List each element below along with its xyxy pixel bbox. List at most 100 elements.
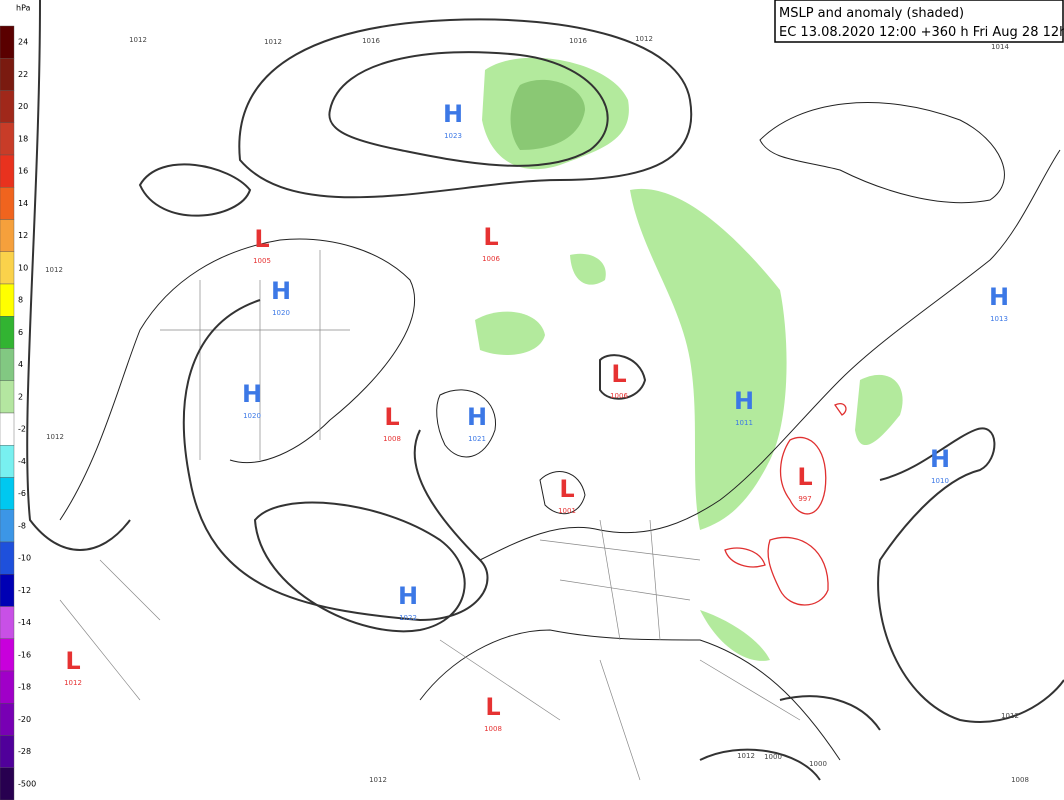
colorbar-cell — [0, 477, 15, 510]
colorbar-cell — [0, 122, 15, 156]
isobar — [182, 299, 489, 622]
isobar-label: 1016 — [362, 37, 380, 45]
colorbar-label: -500 — [18, 779, 36, 788]
center-letter: H — [989, 283, 1009, 311]
isobar-label: 1000 — [764, 753, 782, 761]
anomaly-area — [510, 79, 585, 150]
colorbar-label: -2 — [18, 425, 26, 434]
center-value: 1021 — [468, 435, 486, 443]
coastline — [419, 629, 841, 761]
coastline — [479, 149, 1061, 561]
colorbar-cell — [0, 58, 15, 91]
isobar-label: 1012 — [46, 433, 64, 441]
colorbar-cell — [0, 251, 15, 285]
colorbar-label: -28 — [18, 747, 31, 756]
anomaly-area — [700, 610, 770, 661]
isobar-label: 1012 — [369, 776, 387, 784]
colorbar-label: -8 — [18, 521, 26, 530]
isobar-label: 1012 — [264, 38, 282, 46]
center-value: 1008 — [484, 725, 502, 733]
isobar — [26, 0, 131, 551]
colorbar-label: -18 — [18, 683, 31, 692]
center-letter: H — [734, 387, 754, 415]
anomaly-contours — [724, 403, 847, 606]
coastlines — [59, 102, 1061, 781]
negative-anomaly — [779, 436, 827, 515]
colorbar-cell — [0, 348, 15, 381]
colorbar-label: -20 — [18, 715, 31, 724]
isobar-label: 1000 — [809, 760, 827, 768]
center-letter: L — [384, 403, 399, 431]
colorbar-cell — [0, 154, 15, 188]
center-letter: L — [797, 463, 812, 491]
colorbar-label: -14 — [18, 618, 31, 627]
coastline — [59, 238, 415, 521]
isobar-label: 1012 — [129, 36, 147, 44]
colorbar-cell — [0, 509, 15, 543]
center-value: 1010 — [931, 477, 949, 485]
anomaly-area — [570, 253, 606, 285]
pressure-centers: H 1023 L 1005 H 1020 H 1020 L 1006 L 1008 H 1021 L 1006… — [64, 100, 1009, 733]
center-letter: L — [483, 223, 498, 251]
colorbar-label: 16 — [18, 167, 28, 176]
colorbar-cell — [0, 25, 15, 59]
colorbar-label: 24 — [18, 38, 28, 47]
center-value: 1005 — [253, 257, 271, 265]
center-letter: L — [254, 225, 269, 253]
colorbar-label: 2 — [18, 392, 23, 401]
center-letter: L — [65, 647, 80, 675]
center-letter: H — [242, 380, 262, 408]
colorbar-cell — [0, 541, 15, 575]
center-letter: H — [271, 277, 291, 305]
colorbar-label: -12 — [18, 586, 31, 595]
shading — [475, 57, 903, 661]
colorbar-label: 12 — [18, 231, 28, 240]
isobars — [26, 0, 1064, 781]
center-value: 1012 — [64, 679, 82, 687]
colorbar-cell — [0, 283, 15, 317]
isobar — [253, 501, 466, 633]
isobar-label: 1016 — [569, 37, 587, 45]
anomaly-area — [630, 188, 787, 531]
center-value: 1001 — [558, 507, 576, 515]
center-value: 1011 — [735, 419, 753, 427]
isobar — [877, 427, 1064, 723]
labels: 1012 1012 1016 1016 1012 1014 1012 1012 1012 1012… — [45, 35, 1029, 784]
anomaly-area — [475, 311, 545, 355]
colorbar-cell — [0, 90, 15, 123]
borders — [59, 250, 801, 781]
colorbar-label: 10 — [18, 263, 28, 272]
coastline — [436, 389, 497, 458]
isobar-label: 1014 — [991, 43, 1009, 51]
header-title: MSLP and anomaly (shaded) — [779, 6, 964, 21]
colorbar-cell — [0, 574, 15, 607]
colorbar-cell — [0, 767, 15, 800]
colorbar-cell — [0, 638, 15, 672]
negative-anomaly — [834, 403, 847, 416]
center-letter: H — [443, 100, 463, 128]
coastline — [539, 471, 586, 515]
colorbar-label: 6 — [18, 328, 23, 337]
isobar-label: 1012 — [635, 35, 653, 43]
colorbar-cell — [0, 412, 15, 446]
center-value: 1006 — [482, 255, 500, 263]
negative-anomaly — [724, 547, 766, 568]
isobar — [328, 51, 609, 167]
colorbar-unit: hPa — [16, 4, 31, 13]
center-value: 1008 — [383, 435, 401, 443]
isobar-label: 1012 — [45, 266, 63, 274]
colorbar-cell — [0, 380, 15, 414]
colorbar-label: 20 — [18, 102, 28, 111]
isobar-label: 1012 — [737, 752, 755, 760]
coastline — [759, 102, 1005, 204]
colorbar-cell — [0, 703, 15, 736]
center-value: 997 — [798, 495, 811, 503]
colorbar-cell — [0, 219, 15, 252]
center-value: 1006 — [610, 392, 628, 400]
header-subtitle: EC 13.08.2020 12:00 +360 h Fri Aug 28 12… — [779, 25, 1064, 40]
isobar — [699, 695, 881, 781]
colorbar-label: -10 — [18, 554, 31, 563]
colorbar-label: -4 — [18, 457, 26, 466]
center-value: 1020 — [243, 412, 261, 420]
